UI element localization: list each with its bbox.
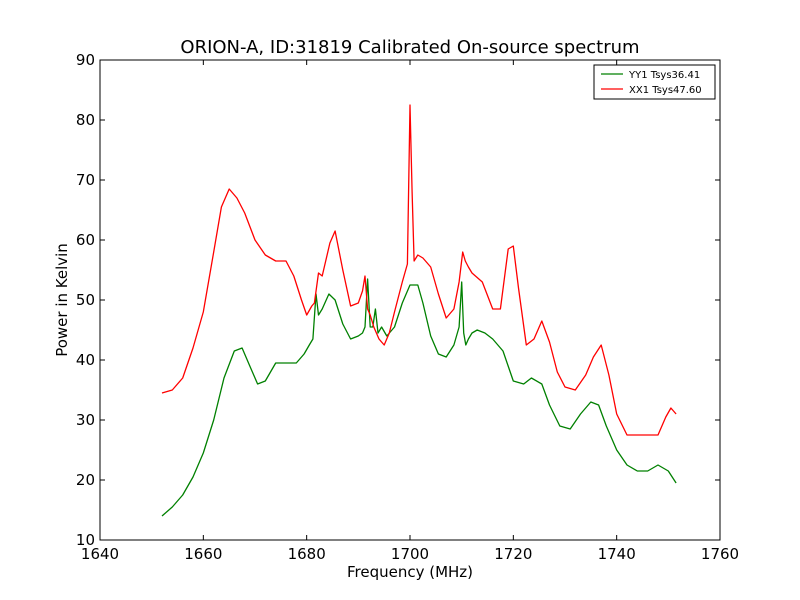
x-axis-label: Frequency (MHz) bbox=[347, 563, 473, 581]
y-tick-label: 70 bbox=[76, 171, 95, 189]
series-layer bbox=[161, 104, 677, 517]
x-tick-label: 1680 bbox=[288, 545, 326, 563]
series-line-xx1 bbox=[161, 104, 677, 436]
chart-title: ORION-A, ID:31819 Calibrated On-source s… bbox=[180, 37, 639, 58]
tick-layer: 1640 1660 1680 1700 1720 1740 1760 10 20 30 40 50 60… bbox=[76, 51, 739, 563]
legend: YY1 Tsys36.41 XX1 Tsys47.60 bbox=[593, 64, 716, 100]
x-tick-label: 1760 bbox=[701, 545, 739, 563]
y-tick-label: 10 bbox=[76, 531, 95, 549]
y-tick-label: 60 bbox=[76, 231, 95, 249]
y-tick-label: 30 bbox=[76, 411, 95, 429]
x-tick-label: 1740 bbox=[598, 545, 636, 563]
legend-label-xx1: XX1 Tsys47.60 bbox=[629, 85, 702, 96]
y-tick-label: 80 bbox=[76, 111, 95, 129]
y-tick-label: 90 bbox=[76, 51, 95, 69]
legend-label-yy1: YY1 Tsys36.41 bbox=[628, 70, 700, 81]
y-tick-label: 20 bbox=[76, 471, 95, 489]
y-axis-label: Power in Kelvin bbox=[53, 243, 71, 357]
x-tick-label: 1700 bbox=[391, 545, 429, 563]
x-tick-label: 1720 bbox=[494, 545, 532, 563]
series-line-yy1 bbox=[161, 278, 677, 517]
y-tick-label: 50 bbox=[76, 291, 95, 309]
y-tick-label: 40 bbox=[76, 351, 95, 369]
x-tick-label: 1660 bbox=[184, 545, 222, 563]
x-tick-label: 1640 bbox=[81, 545, 119, 563]
legend-box bbox=[593, 64, 716, 100]
